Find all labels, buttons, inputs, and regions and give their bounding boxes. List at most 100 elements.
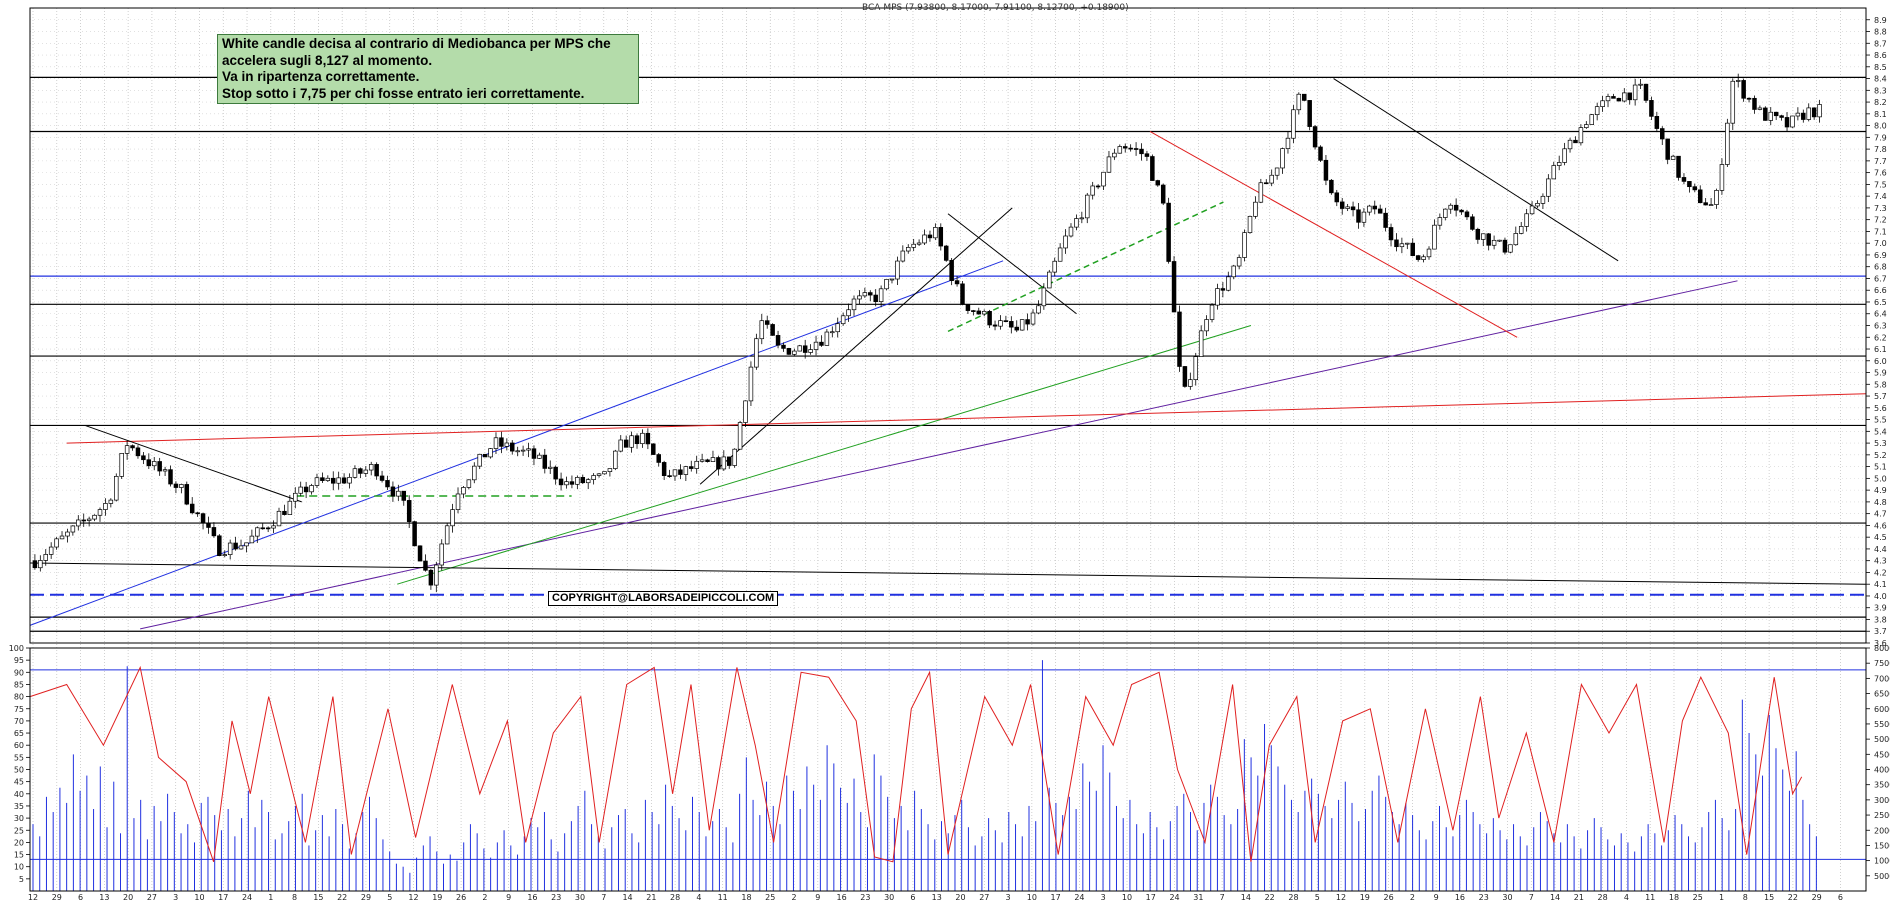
- y-tick-label: 5.2: [1874, 451, 1887, 460]
- y-tick-label: 8.2: [1874, 98, 1887, 107]
- candle-body: [233, 542, 238, 550]
- y-left-tick-label: 35: [14, 802, 24, 811]
- candle-body: [1719, 164, 1725, 191]
- y-tick-label: 5.6: [1874, 404, 1887, 413]
- candle-body: [401, 490, 407, 501]
- candle-body: [1166, 202, 1171, 262]
- candle-body: [1030, 312, 1036, 325]
- candle-body: [933, 227, 938, 239]
- candle-body: [358, 468, 363, 474]
- x-day-tick: 18: [1669, 893, 1679, 902]
- x-day-tick: 27: [147, 893, 157, 902]
- candle-body: [1079, 217, 1085, 220]
- candle-body: [754, 338, 759, 368]
- candle-body: [1790, 115, 1795, 128]
- candle-body: [428, 569, 434, 586]
- candle-body: [325, 477, 331, 481]
- trend-line: [29, 562, 1867, 585]
- candle-body: [710, 457, 716, 462]
- candle-body: [1708, 204, 1714, 206]
- y-tick-label: 7.7: [1874, 157, 1887, 166]
- x-day-tick: 7: [1529, 893, 1534, 902]
- y-tick-label: 4.8: [1874, 498, 1887, 507]
- y-tick-label: 8.7: [1874, 39, 1887, 48]
- candle-body: [461, 487, 466, 495]
- candle-body: [184, 484, 190, 505]
- candle-body: [227, 542, 233, 555]
- candle-body: [38, 560, 43, 569]
- trend-line: [1333, 78, 1619, 262]
- candle-body: [488, 448, 493, 458]
- candle-body: [515, 450, 520, 453]
- candle-body: [1285, 137, 1291, 149]
- candle-body: [293, 492, 298, 502]
- x-day-tick: 6: [910, 893, 915, 902]
- y-right-tick-label: 55000: [1874, 720, 1890, 729]
- candle-body: [1280, 148, 1285, 169]
- y-tick-label: 5.3: [1874, 439, 1887, 448]
- candle-body: [173, 483, 179, 488]
- candle-body: [900, 250, 906, 262]
- y-left-tick-label: 95: [14, 656, 24, 665]
- candle-body: [613, 450, 618, 469]
- y-tick-label: 4.1: [1874, 580, 1887, 589]
- candle-body: [1296, 93, 1302, 111]
- y-tick-label: 8.1: [1874, 110, 1887, 119]
- candle-body: [1312, 126, 1318, 148]
- y-tick-label: 5.9: [1874, 369, 1887, 378]
- candle-body: [423, 560, 428, 571]
- candle-body: [851, 298, 857, 311]
- y-left-tick-label: 50: [14, 766, 24, 775]
- candle-body: [119, 453, 124, 477]
- candle-body: [309, 485, 314, 493]
- candle-body: [1155, 180, 1161, 186]
- candle-body: [1247, 215, 1253, 233]
- candle-body: [1475, 228, 1481, 240]
- candle-body: [1697, 189, 1703, 204]
- candle-body: [802, 345, 808, 353]
- candle-body: [938, 227, 944, 247]
- candle-body: [390, 486, 396, 497]
- annotation-line-2: accelera sugli 8,127 al momento.: [222, 52, 433, 68]
- candle-body: [1443, 208, 1448, 218]
- y-tick-label: 8.3: [1874, 86, 1887, 95]
- candle-body: [1730, 80, 1736, 124]
- candle-body: [906, 247, 911, 252]
- x-day-tick: 31: [1193, 893, 1203, 902]
- candle-body: [1122, 146, 1128, 149]
- candle-body: [86, 518, 92, 521]
- candle-body: [1714, 190, 1719, 205]
- y-tick-label: 6.5: [1874, 298, 1887, 307]
- y-right-tick-label: 70000: [1874, 674, 1890, 683]
- y-tick-label: 5.1: [1874, 463, 1887, 472]
- trend-line: [947, 201, 1224, 333]
- y-tick-label: 8.5: [1874, 63, 1887, 72]
- candle-body: [472, 465, 477, 481]
- candle-body: [1491, 239, 1497, 246]
- y-tick-label: 4.9: [1874, 486, 1887, 495]
- candle-body: [1508, 244, 1513, 253]
- candle-body: [1665, 138, 1670, 160]
- candle-body: [824, 331, 830, 346]
- y-tick-label: 5.0: [1874, 474, 1887, 483]
- candle-body: [336, 477, 341, 484]
- x-day-tick: 1: [1719, 893, 1724, 902]
- candle-body: [206, 522, 211, 528]
- y-tick-label: 8.9: [1874, 16, 1887, 25]
- x-day-tick: 2: [791, 893, 796, 902]
- candle-body: [151, 461, 157, 467]
- candle-body: [618, 439, 623, 452]
- x-day-tick: 23: [551, 893, 561, 902]
- x-day-tick: 7: [1220, 893, 1225, 902]
- candle-body: [124, 445, 130, 454]
- candle-body: [260, 527, 265, 530]
- candle-body: [1101, 171, 1106, 187]
- candle-body: [1068, 226, 1074, 237]
- y-left-tick-label: 15: [14, 851, 24, 860]
- candle-body: [1556, 162, 1562, 166]
- candle-body: [1090, 185, 1095, 196]
- x-day-tick: 17: [218, 893, 228, 902]
- candle-body: [1703, 202, 1708, 206]
- y-right-tick-label: 35000: [1874, 781, 1890, 790]
- candle-body: [195, 512, 200, 515]
